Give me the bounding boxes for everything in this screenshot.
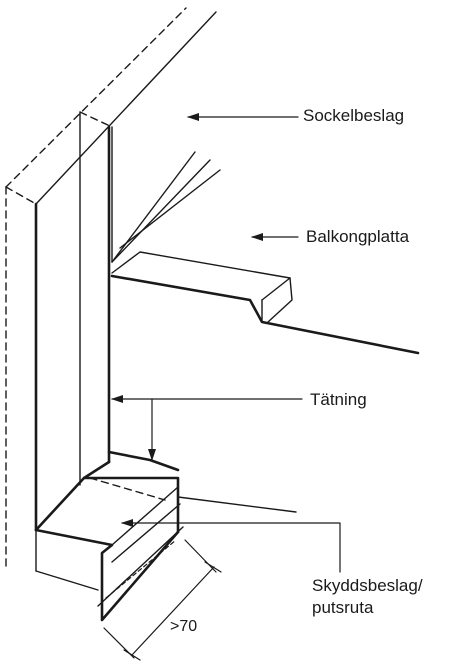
protective-flashing: [34, 476, 180, 622]
label-sockelbeslag: Sockelbeslag: [303, 106, 405, 125]
label-dimension: >70: [170, 618, 198, 635]
protective-flashing-front: [35, 486, 184, 607]
label-tatning: Tätning: [310, 390, 367, 409]
label-skyddsbeslag: Skyddsbeslag/: [312, 576, 423, 595]
label-putsruta: putsruta: [312, 598, 374, 617]
wall-surface: [35, 11, 221, 263]
leader-skyddsbeslag: [121, 519, 341, 573]
label-balkongplatta: Balkongplatta: [306, 227, 410, 246]
protective-flashing-hatch: [105, 539, 177, 599]
balcony-slab-edge: [110, 274, 420, 355]
sealant-dashed: [89, 477, 166, 501]
wall-outline-dashed: [5, 7, 187, 572]
sealant-flashing: [82, 450, 180, 534]
wall-board: [34, 125, 111, 532]
balcony-slab: [111, 251, 293, 323]
dimension-70: [103, 539, 222, 661]
